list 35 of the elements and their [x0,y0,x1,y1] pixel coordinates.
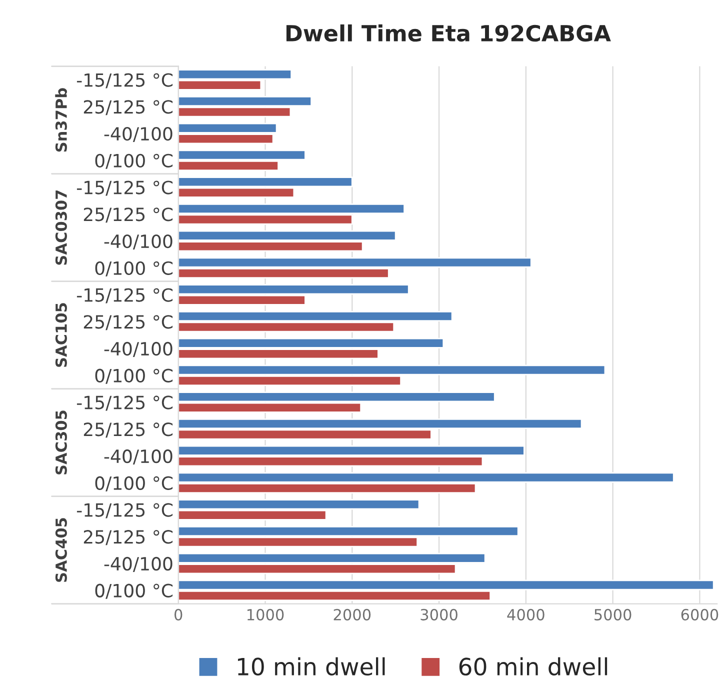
y-tick-label: 0/100 °C [95,476,173,492]
y-tick-label: -15/125 °C [76,396,173,411]
y-tick-label: 25/125 °C [84,100,173,116]
y-tick-label: -15/125 °C [76,288,173,304]
y-tick-label: 0/100 °C [95,584,173,599]
x-tick-label: 3000 [420,608,458,620]
y-tick-label: 25/125 °C [84,530,173,546]
x-tick-label: 2000 [334,608,371,620]
legend-label: 10 min dwell [238,657,385,676]
y-tick-label: -15/125 °C [76,73,173,88]
y-tick-label: -40/100 [104,126,172,142]
text: SAC0307 [55,190,67,265]
text: Sn37Pb [55,88,67,152]
y-tick-label: -40/100 [104,234,172,250]
y-tick-label: -40/100 [104,556,172,572]
legend-label: 60 min dwell [459,657,608,676]
y-tick-label: -40/100 [104,342,172,358]
chart-title: Dwell Time Eta 192CABGA [286,24,611,42]
text: SAC405 [55,518,67,582]
y-tick-label: 25/125 °C [84,422,173,438]
x-tick-label: 5000 [594,608,632,620]
x-tick-label: 1000 [247,608,284,620]
y-tick-label: -15/125 °C [76,180,173,196]
text: SAC105 [55,303,67,367]
y-tick-label: 0/100 °C [95,368,173,384]
y-tick-label: 25/125 °C [84,315,173,330]
text: SAC305 [55,410,67,474]
x-tick-label: 6000 [681,608,718,620]
y-tick-label: 0/100 °C [95,261,173,276]
y-tick-label: -40/100 [104,449,172,465]
y-tick-label: 0/100 °C [95,154,173,169]
y-tick-label: 25/125 °C [84,208,173,223]
x-tick-label: 4000 [507,608,544,620]
y-tick-label: -15/125 °C [76,503,173,518]
x-tick-label: 0 [174,608,182,620]
